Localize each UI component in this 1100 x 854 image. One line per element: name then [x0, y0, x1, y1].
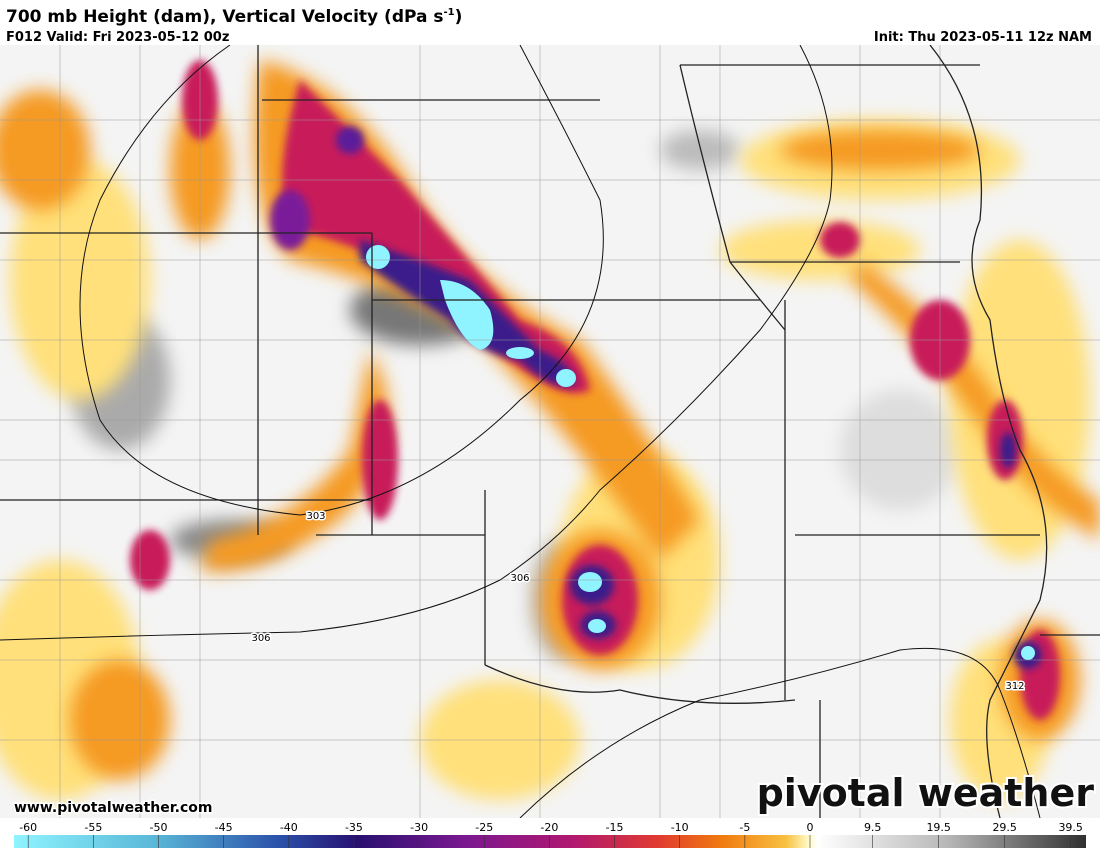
- colorbar-tick-label: -45: [215, 821, 233, 834]
- colorbar-tick-label: -25: [475, 821, 493, 834]
- colorbar-tick-label: -15: [606, 821, 624, 834]
- colorbar-tick-label: 39.5: [1058, 821, 1083, 834]
- colorbar-tick-label: -35: [345, 821, 363, 834]
- state-borders: [0, 45, 1100, 818]
- contour-label: 306: [251, 633, 270, 644]
- colorbar-tick-label: -55: [84, 821, 102, 834]
- colorbar-tick-label: -5: [739, 821, 750, 834]
- colorbar-tick-label: -30: [410, 821, 428, 834]
- map: 303 306 306 312 www.pivotalweather.com p…: [0, 45, 1100, 818]
- colorbar-tick-label: 0: [807, 821, 814, 834]
- colorbar-tick-label: 29.5: [992, 821, 1017, 834]
- init-time: Init: Thu 2023-05-11 12z NAM: [874, 30, 1092, 45]
- title: 700 mb Height (dam), Vertical Velocity (…: [6, 7, 462, 27]
- colorbar-ticks: -60 -55 -50 -45 -40 -35 -30 -25 -20 -15 -10 -5 0 9.5 1…: [19, 821, 1083, 848]
- colorbar-tick-label: -40: [280, 821, 298, 834]
- height-contours: [0, 45, 1041, 818]
- colorbar-tick-label: -50: [150, 821, 168, 834]
- watermark: www.pivotalweather.com: [14, 800, 213, 816]
- contour-label: 312: [1005, 681, 1024, 692]
- colorbar: [14, 835, 1086, 848]
- colorbar-tick-label: 19.5: [926, 821, 951, 834]
- colorbar-tick-label: 9.5: [864, 821, 882, 834]
- contour-label: 303: [306, 511, 325, 522]
- colorbar-tick-label: -10: [671, 821, 689, 834]
- logo: pivotal weather: [757, 771, 1095, 815]
- valid-time: F012 Valid: Fri 2023-05-12 00z: [6, 30, 229, 45]
- contour-label: 306: [510, 573, 529, 584]
- county-lines: [0, 45, 1100, 818]
- colorbar-tick-label: -20: [540, 821, 558, 834]
- colorbar-tick-label: -60: [19, 821, 37, 834]
